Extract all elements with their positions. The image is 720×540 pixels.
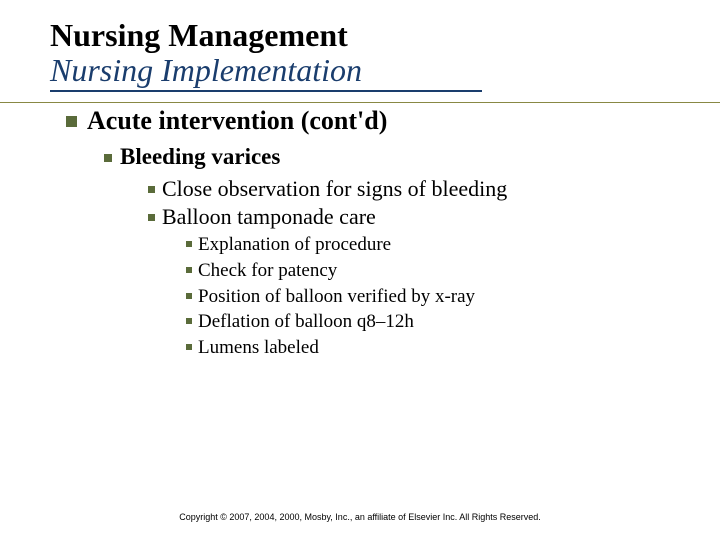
bullet-lvl3: Close observation for signs of bleeding: [148, 176, 690, 202]
content-area: Acute intervention (cont'd) Bleeding var…: [50, 106, 690, 360]
square-bullet-icon: [186, 241, 192, 247]
title-line1: Nursing Management: [50, 18, 690, 53]
lvl3-text: Balloon tamponade care: [162, 204, 376, 230]
lvl4-text: Position of balloon verified by x-ray: [198, 284, 475, 310]
lvl4-text: Explanation of procedure: [198, 232, 391, 258]
divider-line: [0, 102, 720, 103]
lvl4-text: Check for patency: [198, 258, 337, 284]
bullet-lvl4: Position of balloon verified by x-ray: [186, 284, 690, 310]
lvl3-text: Close observation for signs of bleeding: [162, 176, 507, 202]
title-block: Nursing Management Nursing Implementatio…: [50, 18, 690, 92]
bullet-lvl4: Deflation of balloon q8–12h: [186, 309, 690, 335]
bullet-lvl4: Lumens labeled: [186, 335, 690, 361]
bullet-lvl4: Check for patency: [186, 258, 690, 284]
slide: Nursing Management Nursing Implementatio…: [0, 0, 720, 540]
lvl2-text: Bleeding varices: [120, 144, 280, 170]
bullet-lvl1: Acute intervention (cont'd): [66, 106, 690, 136]
square-bullet-icon: [148, 214, 155, 221]
square-bullet-icon: [186, 344, 192, 350]
copyright-footer: Copyright © 2007, 2004, 2000, Mosby, Inc…: [0, 512, 720, 522]
square-bullet-icon: [104, 154, 112, 162]
bullet-lvl4: Explanation of procedure: [186, 232, 690, 258]
square-bullet-icon: [148, 186, 155, 193]
lvl1-text: Acute intervention (cont'd): [87, 106, 387, 136]
square-bullet-icon: [186, 293, 192, 299]
bullet-lvl2: Bleeding varices: [104, 144, 690, 170]
square-bullet-icon: [186, 267, 192, 273]
square-bullet-icon: [186, 318, 192, 324]
lvl4-text: Lumens labeled: [198, 335, 319, 361]
bullet-lvl3: Balloon tamponade care: [148, 204, 690, 230]
title-line2: Nursing Implementation: [50, 53, 482, 92]
square-bullet-icon: [66, 116, 77, 127]
lvl4-text: Deflation of balloon q8–12h: [198, 309, 414, 335]
